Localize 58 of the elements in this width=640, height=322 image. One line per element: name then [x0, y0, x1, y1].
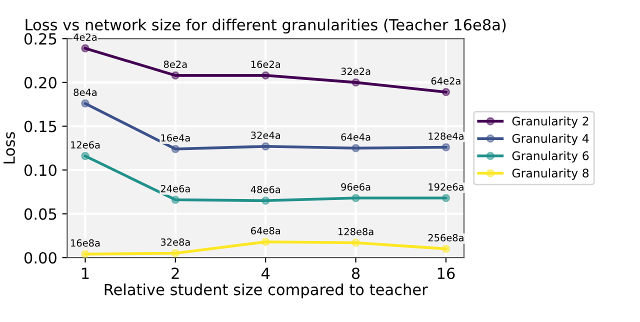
point: [261, 196, 270, 205]
point: [442, 194, 450, 202]
point: [171, 196, 180, 204]
annotation: 16e4a: [161, 134, 190, 142]
annotation: 8e2a: [164, 60, 187, 68]
point: [261, 238, 270, 246]
annotation: 48e6a: [250, 186, 280, 194]
legend-label: Granularity 6: [512, 151, 589, 162]
chart-title: Loss vs network size for different granularities (Teacher 16e8a): [26, 18, 506, 34]
annotation: 64e4a: [341, 133, 370, 141]
annotation: 24e6a: [160, 185, 190, 192]
x-axis-title: Relative student size compared to teacher: [104, 283, 428, 298]
x-tick-label: 4: [261, 268, 270, 279]
point: [81, 152, 90, 160]
point: [352, 144, 360, 152]
x-tick-label: 1: [82, 268, 89, 279]
legend-label: Granularity 2: [512, 116, 588, 128]
point: [81, 44, 90, 52]
point: [352, 238, 360, 247]
annotation: 16e2a: [251, 60, 280, 68]
point: [81, 99, 90, 108]
y-tick-label: 0.05: [24, 208, 56, 220]
point: [171, 144, 180, 154]
point: [442, 244, 450, 254]
annotation: 128e8a: [338, 228, 374, 236]
point: [442, 88, 450, 96]
x-tick-label: 2: [172, 268, 179, 279]
y-tick-label: 0.25: [24, 33, 56, 45]
point: [171, 71, 180, 80]
annotation: 12e6a: [71, 141, 100, 149]
legend-label: Granularity 4: [512, 134, 589, 146]
annotation: 8e4a: [74, 88, 97, 96]
annotation: 64e2a: [431, 77, 460, 85]
y-axis-title: Loss: [4, 132, 15, 164]
y-tick-label: 0.15: [24, 120, 56, 132]
y-tick-label: 0.20: [24, 76, 56, 88]
annotation: 96e6a: [341, 183, 370, 191]
point: [81, 250, 90, 258]
y-tick-label: 0.00: [24, 252, 56, 264]
annotation: 128e4a: [428, 132, 464, 140]
x-tick-label: 16: [438, 268, 455, 280]
annotation: 32e2a: [341, 68, 370, 75]
annotation: 4e2a: [74, 33, 97, 41]
point: [261, 71, 270, 80]
annotation: 256e8a: [428, 234, 464, 242]
y-tick-label: 0.10: [24, 164, 56, 176]
annotation: 32e4a: [251, 132, 280, 139]
point: [352, 194, 360, 202]
point: [171, 249, 180, 258]
legend-label: Granularity 8: [512, 168, 589, 180]
annotation: 64e8a: [251, 227, 280, 234]
annotation: 32e8a: [160, 238, 190, 246]
point: [442, 143, 450, 152]
x-tick-label: 8: [352, 268, 360, 280]
point: [352, 78, 360, 87]
point: [261, 142, 270, 151]
annotation: 192e6a: [428, 183, 464, 191]
annotation: 16e8a: [71, 239, 100, 247]
